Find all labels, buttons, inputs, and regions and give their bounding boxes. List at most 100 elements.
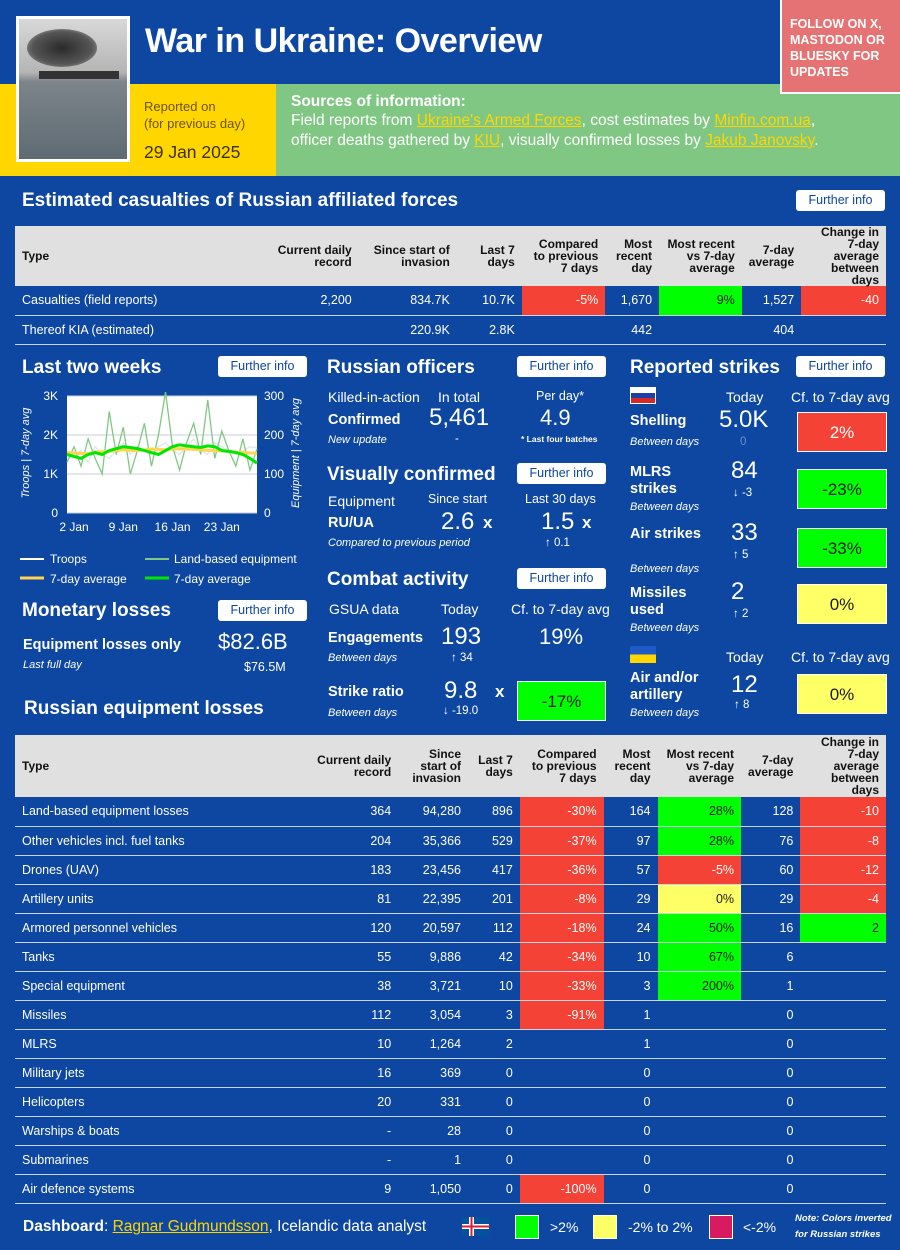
strikes-row-between: Between days [630, 436, 700, 448]
table-cell: 120 [273, 913, 399, 943]
table-cell: 3,054 [398, 1000, 469, 1030]
table-row: Armored personnel vehicles 120 20,597 112 -1… [15, 913, 886, 943]
table-cell: 6 [741, 942, 801, 972]
legend-green-swatch [515, 1215, 539, 1239]
column-header[interactable]: Current daily record [232, 226, 359, 286]
column-header[interactable]: Most recent day [603, 735, 658, 797]
column-header[interactable]: Last 7 days [468, 735, 520, 797]
table-cell: 20,597 [398, 913, 469, 943]
link-kiu[interactable]: KIU [474, 132, 501, 149]
table-cell: 10 [603, 942, 658, 972]
table-cell: 10 [468, 971, 520, 1001]
column-header[interactable]: 7-day average [741, 735, 801, 797]
monetary-label: Equipment losses only [23, 637, 181, 653]
strikes-ua-cf-label: Cf. to 7-day avg [791, 649, 890, 665]
reported-on-sub: (for previous day) [144, 116, 246, 131]
combat-further-info-button[interactable]: Further info [517, 568, 606, 589]
table-cell: 3 [603, 971, 658, 1001]
column-header[interactable]: Most recent day [605, 226, 660, 286]
table-cell: -30% [519, 797, 604, 827]
column-header[interactable]: Compared to previous 7 days [521, 226, 606, 286]
column-header[interactable]: Change in 7-day average between days [800, 735, 886, 797]
table-cell [519, 1087, 604, 1117]
header-photo [16, 16, 130, 162]
table-row: Tanks 55 9,886 42 -34% 10 67% 6 [15, 942, 886, 972]
right-axis-label: Equipment | 7-day avg [290, 397, 302, 508]
column-header[interactable]: Most recent vs 7-day average [659, 226, 742, 286]
x-tick-label: 2 Jan [59, 520, 88, 534]
strikes-title: Reported strikes [630, 357, 780, 378]
column-header[interactable]: Type [15, 735, 274, 797]
table-cell: -36% [519, 855, 604, 885]
table-row: Drones (UAV) 183 23,456 417 -36% 57 -5% 60 -12 [15, 855, 886, 885]
column-header[interactable]: Since start of invasion [398, 735, 469, 797]
table-cell: 16 [273, 1058, 399, 1088]
officers-title: Russian officers [327, 357, 475, 378]
sources-text: Field reports from Ukraine's Armed Force… [291, 112, 819, 149]
column-header[interactable]: Most recent vs 7-day average [657, 735, 742, 797]
table-cell: -8 [800, 826, 886, 856]
table-cell: Air defence systems [15, 1174, 274, 1204]
column-header[interactable]: 7-day average [741, 226, 802, 286]
legend-yellow-swatch [593, 1215, 617, 1239]
column-header[interactable]: Since start of invasion [358, 226, 457, 286]
strikes-row-label: MLRS strikes [630, 464, 677, 497]
author-link[interactable]: Ragnar Gudmundsson [112, 1218, 269, 1235]
table-cell: 1 [603, 1029, 658, 1059]
table-cell [657, 1116, 742, 1146]
follow-button[interactable]: FOLLOW ON X, MASTODON OR BLUESKY FOR UPD… [780, 0, 900, 94]
series-line-1 [66, 391, 258, 477]
table-cell [801, 315, 886, 345]
table-cell: 0 [603, 1145, 658, 1175]
table-cell: 0 [468, 1058, 520, 1088]
table-cell: 22,395 [398, 884, 469, 914]
visual-change: ↑ 0.1 [545, 537, 570, 549]
table-row: Land-based equipment losses 364 94,280 896-… [15, 797, 886, 827]
report-date: 29 Jan 2025 [144, 142, 241, 162]
strikes-further-info-button[interactable]: Further info [796, 356, 885, 377]
table-cell: Drones (UAV) [15, 855, 274, 885]
last-two-weeks-title: Last two weeks [22, 357, 162, 378]
table-cell: 42 [468, 942, 520, 972]
table-cell [657, 1145, 742, 1175]
last-two-weeks-further-info-button[interactable]: Further info [218, 356, 307, 377]
table-cell: 10 [273, 1029, 399, 1059]
monetary-further-info-button[interactable]: Further info [218, 600, 307, 621]
link-minfin[interactable]: Minfin.com.ua [714, 112, 811, 129]
combat-gsua-label: GSUA data [329, 601, 400, 617]
table-cell: 60 [741, 855, 801, 885]
table-row: MLRS 10 1,264 2 1 0 [15, 1029, 886, 1059]
column-header[interactable]: Current daily record [273, 735, 399, 797]
link-jakub-janovsky[interactable]: Jakub Janovsky [705, 132, 815, 149]
table-cell: 442 [605, 315, 660, 345]
table-cell: 67% [657, 942, 742, 972]
column-header[interactable]: Change in 7-day average between days [801, 226, 886, 286]
header-bar [0, 0, 900, 84]
table-cell: 38 [273, 971, 399, 1001]
column-header[interactable]: Type [15, 226, 233, 286]
casualties-further-info-button[interactable]: Further info [796, 190, 885, 211]
table-row: Military jets 16 369 0 0 0 [15, 1058, 886, 1088]
right-tick-label: 300 [264, 389, 284, 403]
table-cell: 24 [603, 913, 658, 943]
table-row: Other vehicles incl. fuel tanks 204 35,366… [15, 826, 886, 856]
column-header[interactable]: Compared to previous 7 days [519, 735, 604, 797]
monetary-title: Monetary losses [22, 600, 171, 621]
table-cell: 55 [273, 942, 399, 972]
column-header[interactable]: Last 7 days [456, 226, 522, 286]
visual-since-start-label: Since start [428, 492, 488, 506]
officers-further-info-button[interactable]: Further info [517, 356, 606, 377]
ukraine-flag-icon [630, 646, 656, 663]
table-cell: 28% [657, 797, 742, 827]
combat-engagements-value: 193 [441, 623, 482, 650]
link-ukraine-armed-forces[interactable]: Ukraine's Armed Forces [416, 112, 582, 129]
table-row: Artillery units 81 22,395 201 -8% 29 0% 29 -4 [15, 884, 886, 914]
visual-further-info-button[interactable]: Further info [517, 463, 606, 484]
strikes-cf-label: Cf. to 7-day avg [791, 389, 890, 405]
table-cell: 29 [603, 884, 658, 914]
table-cell [800, 1029, 886, 1059]
strikes-ua-cf: 0% [797, 674, 887, 714]
table-cell: 0 [468, 1116, 520, 1146]
table-cell: 0 [741, 1029, 801, 1059]
table-cell: 0 [741, 1087, 801, 1117]
